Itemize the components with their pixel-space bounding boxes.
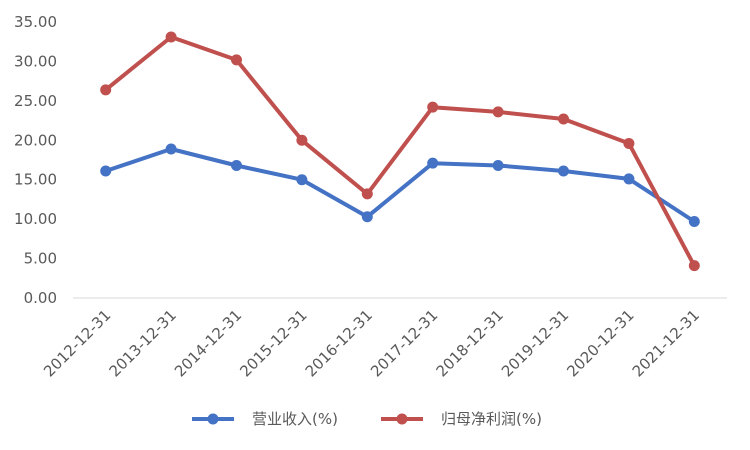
series-line (103, 35, 697, 268)
data-point (558, 113, 569, 125)
legend-label: 归母净利润(%) (441, 410, 542, 428)
y-tick-label: 20.00 (14, 131, 57, 149)
y-tick-label: 35.00 (14, 13, 57, 31)
data-point (361, 188, 373, 200)
data-point (623, 137, 635, 149)
y-tick-label: 5.00 (24, 250, 57, 268)
data-point (623, 173, 635, 185)
data-point (427, 101, 439, 113)
legend-item: 营业收入(%) (192, 410, 338, 428)
data-point (492, 106, 504, 118)
data-point (361, 211, 373, 223)
y-tick-label: 10.00 (14, 210, 57, 228)
series-line (103, 147, 697, 224)
y-tick-label: 30.00 (14, 52, 57, 70)
data-point (231, 54, 242, 66)
data-point (231, 160, 242, 172)
data-point (688, 260, 700, 272)
x-tick-label: 2016-12-31 (302, 306, 376, 380)
x-tick-label: 2015-12-31 (236, 306, 310, 380)
x-tick-label: 2018-12-31 (433, 306, 507, 380)
x-tick-label: 2021-12-31 (629, 306, 703, 380)
series-1 (100, 143, 700, 228)
data-point (165, 31, 177, 43)
y-axis: 0.00 5.00 10.00 15.00 20.00 25.00 30.00 35.00 (14, 13, 57, 307)
legend-item: 归母净利润(%) (381, 410, 542, 428)
y-tick-label: 25.00 (14, 92, 57, 110)
data-point (427, 157, 439, 169)
x-tick-label: 2020-12-31 (563, 306, 637, 380)
x-tick-label: 2012-12-31 (40, 306, 114, 380)
x-tick-label: 2013-12-31 (106, 306, 180, 380)
series-layer (100, 31, 700, 272)
x-axis: 2012-12-312013-12-312014-12-312015-12-31… (40, 306, 703, 380)
x-tick-label: 2014-12-31 (171, 306, 245, 380)
legend: 营业收入(%) 归母净利润(%) (192, 410, 542, 428)
data-point (100, 84, 112, 96)
y-tick-label: 0.00 (24, 289, 57, 307)
data-point (688, 216, 700, 228)
data-point (296, 174, 308, 186)
data-point (165, 143, 177, 155)
data-point (100, 165, 112, 177)
x-tick-label: 2017-12-31 (367, 306, 441, 380)
data-point (558, 165, 569, 177)
x-tick-label: 2019-12-31 (498, 306, 572, 380)
data-point (296, 134, 308, 146)
legend-point-marker (207, 413, 219, 425)
legend-point-marker (396, 413, 408, 425)
legend-label: 营业收入(%) (252, 410, 338, 428)
y-tick-label: 15.00 (14, 171, 57, 189)
series-2 (100, 31, 700, 272)
data-point (492, 160, 504, 172)
